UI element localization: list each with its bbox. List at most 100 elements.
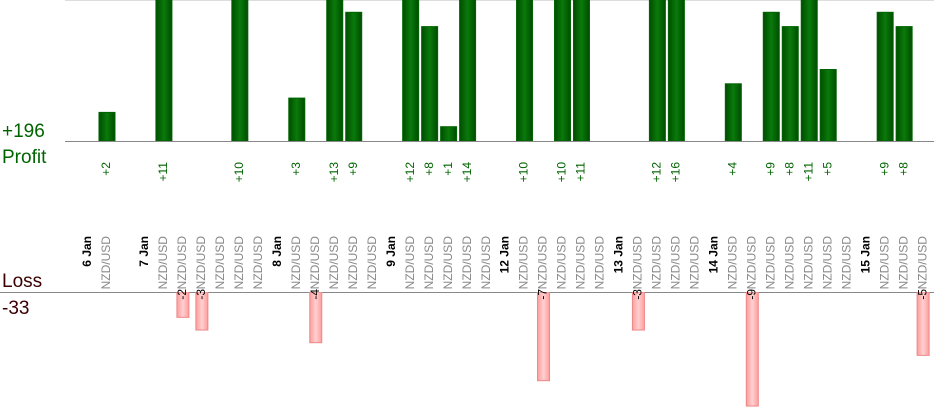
- pair-label: NZD/USD: [213, 236, 227, 290]
- pair-label: NZD/USD: [346, 236, 360, 290]
- loss-bars: [176, 292, 930, 407]
- profit-value-label: +10: [555, 162, 569, 183]
- pair-label: NZD/USD: [763, 236, 777, 290]
- pair-label: NZD/USD: [460, 236, 474, 290]
- profit-value-label: +9: [763, 162, 777, 176]
- profit-value-label: +9: [877, 162, 891, 176]
- profit-value-label: +13: [327, 162, 341, 183]
- loss-bar: [916, 292, 930, 356]
- pair-label: NZD/USD: [289, 236, 303, 290]
- profit-bar: [516, 0, 534, 141]
- pair-label: NZD/USD: [915, 236, 929, 290]
- pair-label: NZD/USD: [593, 236, 607, 290]
- profit-bar: [762, 11, 780, 141]
- profit-value-label: +10: [517, 162, 531, 183]
- pair-label: NZD/USD: [782, 236, 796, 290]
- profit-value-label: +8: [422, 162, 436, 176]
- profit-value-label: +16: [669, 162, 683, 183]
- pair-label: NZD/USD: [422, 236, 436, 290]
- pair-label: NZD/USD: [403, 236, 417, 290]
- profit-bar: [288, 97, 306, 141]
- profit-bar: [724, 83, 742, 141]
- date-label: 15 Jan: [858, 236, 872, 273]
- profit-value-label: +12: [403, 162, 417, 183]
- loss-bar: [745, 292, 759, 407]
- loss-value-label: -3: [631, 289, 645, 300]
- date-label: 7 Jan: [137, 236, 151, 267]
- profit-value-label: +9: [346, 162, 360, 176]
- loss-value-label: -3: [194, 289, 208, 300]
- profit-value-label: +11: [156, 162, 170, 182]
- profit-bar: [155, 0, 173, 141]
- profit-bar: [876, 11, 894, 141]
- profit-value-label: +12: [650, 162, 664, 183]
- pair-label: NZD/USD: [99, 236, 113, 290]
- profit-bar: [402, 0, 420, 141]
- pair-label: NZD/USD: [308, 236, 322, 290]
- profit-bar: [819, 68, 837, 141]
- pair-label: NZD/USD: [725, 236, 739, 290]
- profit-bar: [781, 26, 799, 141]
- profit-value-label: +5: [820, 162, 834, 176]
- pair-label: NZD/USD: [744, 236, 758, 290]
- profit-bars: [98, 0, 913, 141]
- pair-label: NZD/USD: [688, 236, 702, 290]
- loss-bar: [631, 292, 645, 331]
- profit-value-label: +8: [896, 162, 910, 176]
- profit-bar: [554, 0, 571, 141]
- pair-label: NZD/USD: [877, 236, 891, 290]
- profit-total: +196: [2, 121, 45, 142]
- profit-bar: [326, 0, 344, 141]
- pair-label: NZD/USD: [555, 236, 569, 290]
- pair-label: NZD/USD: [232, 236, 246, 290]
- pair-label: NZD/USD: [896, 236, 910, 290]
- profit-value-label: +3: [289, 162, 303, 176]
- date-label: 13 Jan: [612, 236, 626, 273]
- profit-bar: [421, 26, 439, 141]
- profit-value-label: +8: [782, 162, 796, 176]
- profit-bar: [459, 0, 477, 141]
- pair-label: NZD/USD: [251, 236, 265, 290]
- loss-value-label: -9: [744, 289, 758, 300]
- profit-value-label: +1: [441, 162, 455, 176]
- loss-value-label: -2: [175, 289, 189, 300]
- profit-value-label: +11: [574, 162, 588, 182]
- profit-bar: [800, 0, 818, 141]
- pair-label: NZD/USD: [574, 236, 588, 290]
- loss-value-label: -4: [308, 289, 322, 300]
- loss-bar: [537, 292, 551, 382]
- loss-value-label: -5: [915, 289, 929, 300]
- profit-bar: [667, 0, 685, 141]
- date-label: 6 Jan: [80, 236, 94, 267]
- loss-total: -33: [2, 298, 29, 319]
- date-label: 9 Jan: [384, 236, 398, 267]
- profit-value-label: +14: [460, 162, 474, 183]
- loss-bar: [309, 292, 323, 344]
- pair-label: NZD/USD: [631, 236, 645, 290]
- date-label: 8 Jan: [270, 236, 284, 267]
- profit-bar: [345, 11, 363, 141]
- profit-value-label: +11: [801, 162, 815, 182]
- profit-bar: [98, 111, 116, 141]
- profit-value-label: +2: [99, 162, 113, 176]
- pair-label: NZD/USD: [175, 236, 189, 290]
- profit-value-label: +4: [725, 162, 739, 176]
- pair-label: NZD/USD: [536, 236, 550, 290]
- pair-label: NZD/USD: [820, 236, 834, 290]
- pair-label: NZD/USD: [479, 236, 493, 290]
- profit-bar: [231, 0, 249, 141]
- pair-label: NZD/USD: [441, 236, 455, 290]
- pair-label: NZD/USD: [327, 236, 341, 290]
- pair-label: NZD/USD: [156, 236, 170, 290]
- profit-bar: [440, 126, 458, 141]
- pair-label: NZD/USD: [650, 236, 664, 290]
- pair-label: NZD/USD: [839, 236, 853, 290]
- profit-value-label: +10: [232, 162, 246, 183]
- pair-label: NZD/USD: [517, 236, 531, 290]
- date-label: 14 Jan: [707, 236, 721, 273]
- loss-label: Loss: [2, 271, 42, 292]
- profit-bar: [572, 0, 590, 141]
- loss-bar: [176, 292, 190, 318]
- profit-bar: [895, 26, 913, 141]
